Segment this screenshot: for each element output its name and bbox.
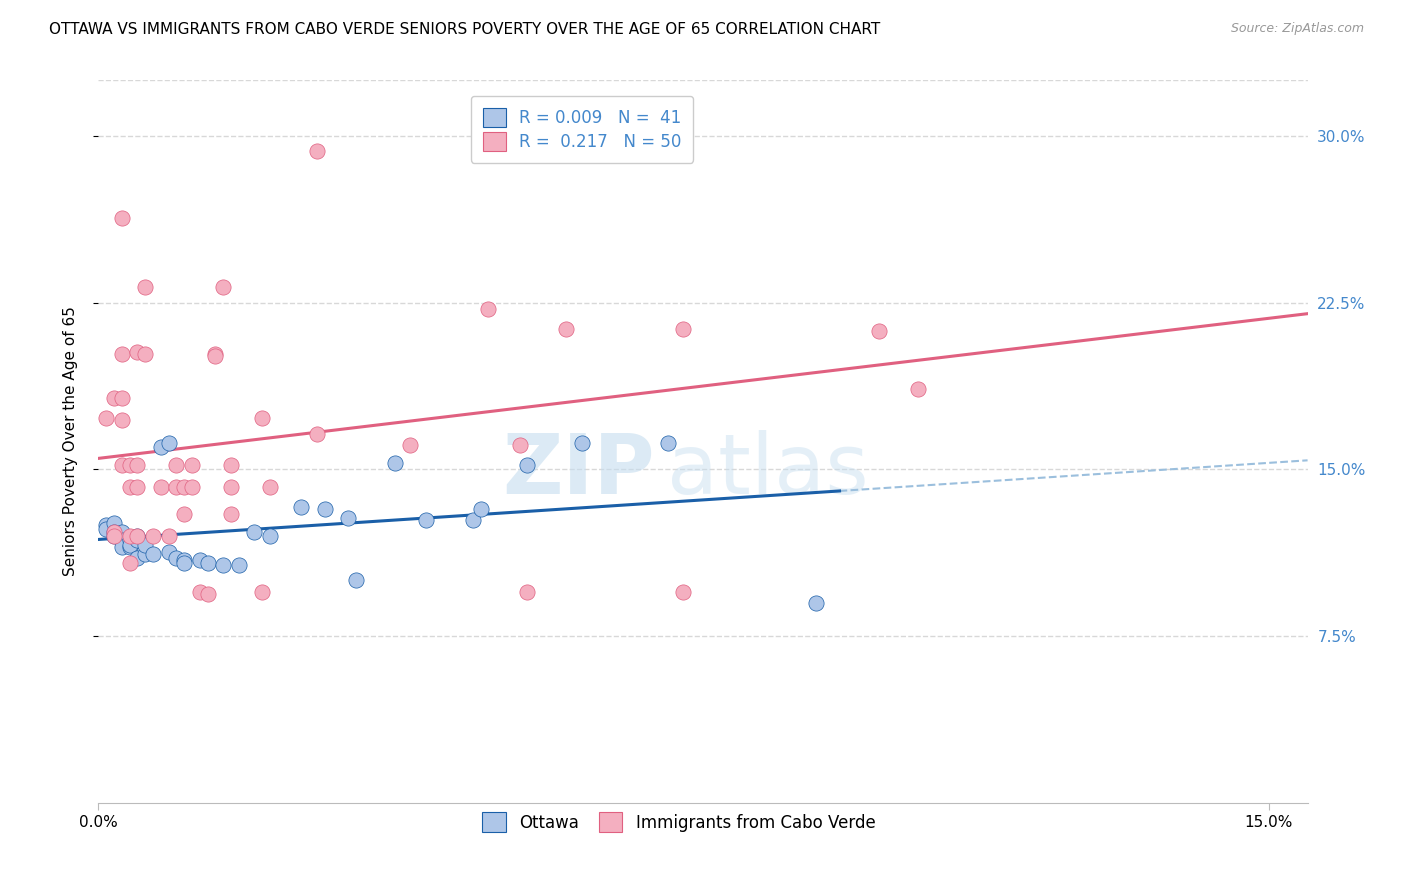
Point [384,456,406,470]
Point [157,529,180,543]
Point [181,458,204,472]
Point [127,551,149,566]
Point [173,507,195,521]
Point [415,513,437,527]
Point [672,322,695,336]
Point [111,533,134,548]
Point [111,211,134,226]
Point [305,145,328,159]
Point [804,596,827,610]
Point [259,529,281,543]
Point [111,347,134,361]
Point [149,440,172,454]
Point [188,553,211,567]
Point [219,507,242,521]
Point [165,551,187,566]
Point [111,540,134,554]
Point [118,556,141,570]
Point [314,502,336,516]
Point [252,411,274,425]
Point [142,547,165,561]
Point [111,458,134,472]
Point [399,438,422,452]
Point [165,458,187,472]
Point [477,302,499,317]
Point [204,347,226,361]
Point [657,435,679,450]
Point [127,533,149,548]
Point [111,391,134,405]
Point [181,480,204,494]
Point [204,349,226,363]
Point [470,502,492,516]
Point [212,558,235,572]
Point [134,547,156,561]
Point [197,556,219,570]
Point [509,438,531,452]
Point [571,435,593,450]
Point [516,584,538,599]
Point [127,458,149,472]
Point [672,584,695,599]
Point [134,280,156,294]
Point [149,480,172,494]
Point [127,344,149,359]
Point [461,513,484,527]
Point [103,524,125,539]
Text: ZIP: ZIP [502,430,655,511]
Point [243,524,266,539]
Point [157,544,180,558]
Point [118,540,141,554]
Point [127,529,149,543]
Text: Source: ZipAtlas.com: Source: ZipAtlas.com [1230,22,1364,36]
Point [165,480,187,494]
Point [305,426,328,441]
Text: OTTAWA VS IMMIGRANTS FROM CABO VERDE SENIORS POVERTY OVER THE AGE OF 65 CORRELAT: OTTAWA VS IMMIGRANTS FROM CABO VERDE SEN… [49,22,880,37]
Point [219,480,242,494]
Point [118,538,141,552]
Point [118,480,141,494]
Point [173,553,195,567]
Point [212,280,235,294]
Point [173,556,195,570]
Point [127,480,149,494]
Point [96,411,118,425]
Point [111,413,134,427]
Point [259,480,281,494]
Point [219,458,242,472]
Point [118,529,141,543]
Point [555,322,578,336]
Text: atlas: atlas [666,430,869,511]
Point [103,524,125,539]
Point [197,587,219,601]
Point [127,529,149,543]
Point [134,347,156,361]
Point [103,391,125,405]
Point [118,533,141,548]
Point [157,435,180,450]
Point [337,511,360,525]
Point [111,524,134,539]
Point [228,558,250,572]
Point [96,517,118,532]
Point [501,145,523,159]
Point [103,529,125,543]
Y-axis label: Seniors Poverty Over the Age of 65: Seniors Poverty Over the Age of 65 [63,307,77,576]
Point [142,529,165,543]
Point [103,516,125,530]
Point [907,382,929,396]
Point [118,458,141,472]
Point [516,458,538,472]
Point [344,574,367,588]
Legend: Ottawa, Immigrants from Cabo Verde: Ottawa, Immigrants from Cabo Verde [470,799,889,845]
Point [96,522,118,536]
Point [868,325,890,339]
Point [290,500,312,515]
Point [188,584,211,599]
Point [173,480,195,494]
Point [103,529,125,543]
Point [134,538,156,552]
Point [252,584,274,599]
